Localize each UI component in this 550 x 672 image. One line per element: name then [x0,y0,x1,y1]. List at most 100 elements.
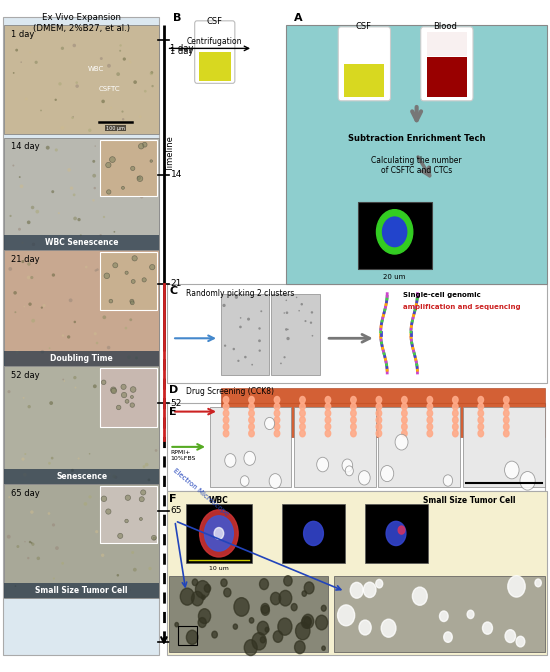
Circle shape [223,410,229,417]
Circle shape [427,423,433,430]
Point [68,112,77,123]
Circle shape [381,466,394,482]
Point [140,287,149,298]
Circle shape [223,417,229,423]
Circle shape [351,417,356,423]
Circle shape [482,622,492,634]
Circle shape [376,430,382,437]
FancyBboxPatch shape [334,577,544,652]
Point [255,335,264,346]
Circle shape [192,579,197,586]
Point [145,474,153,485]
Circle shape [386,521,406,546]
Circle shape [200,510,238,557]
Circle shape [223,396,229,403]
Circle shape [325,430,331,437]
Circle shape [304,617,311,626]
Point [146,563,155,574]
Point [90,183,99,194]
Point [70,190,79,200]
Point [134,173,143,183]
Text: CSF: CSF [355,22,371,30]
Point [119,389,128,400]
Circle shape [478,430,483,437]
Point [151,499,160,509]
Point [118,521,127,532]
Point [19,392,28,403]
Point [129,276,138,287]
Point [18,237,27,248]
Point [128,298,137,308]
Circle shape [505,630,515,642]
Point [33,206,42,217]
Point [126,585,135,595]
Circle shape [300,430,305,437]
Point [130,564,139,575]
Point [20,301,29,312]
Text: Subtraction Enrichment Tech: Subtraction Enrichment Tech [348,134,486,143]
Circle shape [257,622,268,635]
Circle shape [350,583,363,598]
FancyBboxPatch shape [463,407,544,487]
Point [135,173,144,184]
Text: Senescence: Senescence [56,472,107,481]
Point [108,507,117,518]
Point [92,337,101,348]
Circle shape [402,417,407,423]
Circle shape [402,423,407,430]
Circle shape [453,417,458,423]
Point [120,54,129,65]
Circle shape [274,417,280,423]
Point [139,487,147,498]
Point [308,331,317,341]
Circle shape [381,619,396,637]
Point [282,295,291,306]
Point [37,302,46,313]
Point [142,403,151,414]
Point [29,239,38,250]
Circle shape [478,410,483,417]
Circle shape [351,410,356,417]
Circle shape [325,403,331,410]
Point [138,494,146,505]
Circle shape [221,579,227,587]
FancyBboxPatch shape [4,469,159,484]
Point [232,292,241,302]
Point [148,262,157,273]
Point [9,160,18,171]
Point [98,96,107,107]
Circle shape [224,588,231,597]
Point [37,105,46,116]
Text: E: E [169,407,177,417]
Point [136,112,145,122]
Text: CSFTC: CSFTC [99,86,120,91]
Point [124,352,133,363]
Point [90,381,99,392]
Circle shape [351,423,356,430]
Circle shape [478,423,483,430]
Point [12,45,21,56]
Point [283,307,292,318]
Circle shape [439,611,448,622]
Circle shape [351,396,356,403]
Point [122,323,130,333]
Point [118,106,127,117]
Point [257,306,266,317]
Circle shape [478,403,483,410]
Circle shape [304,582,314,594]
Circle shape [453,396,458,403]
Circle shape [412,587,427,605]
Text: 1 day: 1 day [170,47,194,56]
Point [98,550,107,560]
Circle shape [478,396,483,403]
Circle shape [249,410,254,417]
Point [295,305,304,316]
Circle shape [249,403,254,410]
Text: Timeline: Timeline [166,136,175,173]
Point [104,160,113,171]
FancyBboxPatch shape [199,52,231,81]
Circle shape [376,579,383,588]
Text: 1 day: 1 day [11,30,34,38]
Point [40,300,48,311]
FancyBboxPatch shape [282,504,345,563]
